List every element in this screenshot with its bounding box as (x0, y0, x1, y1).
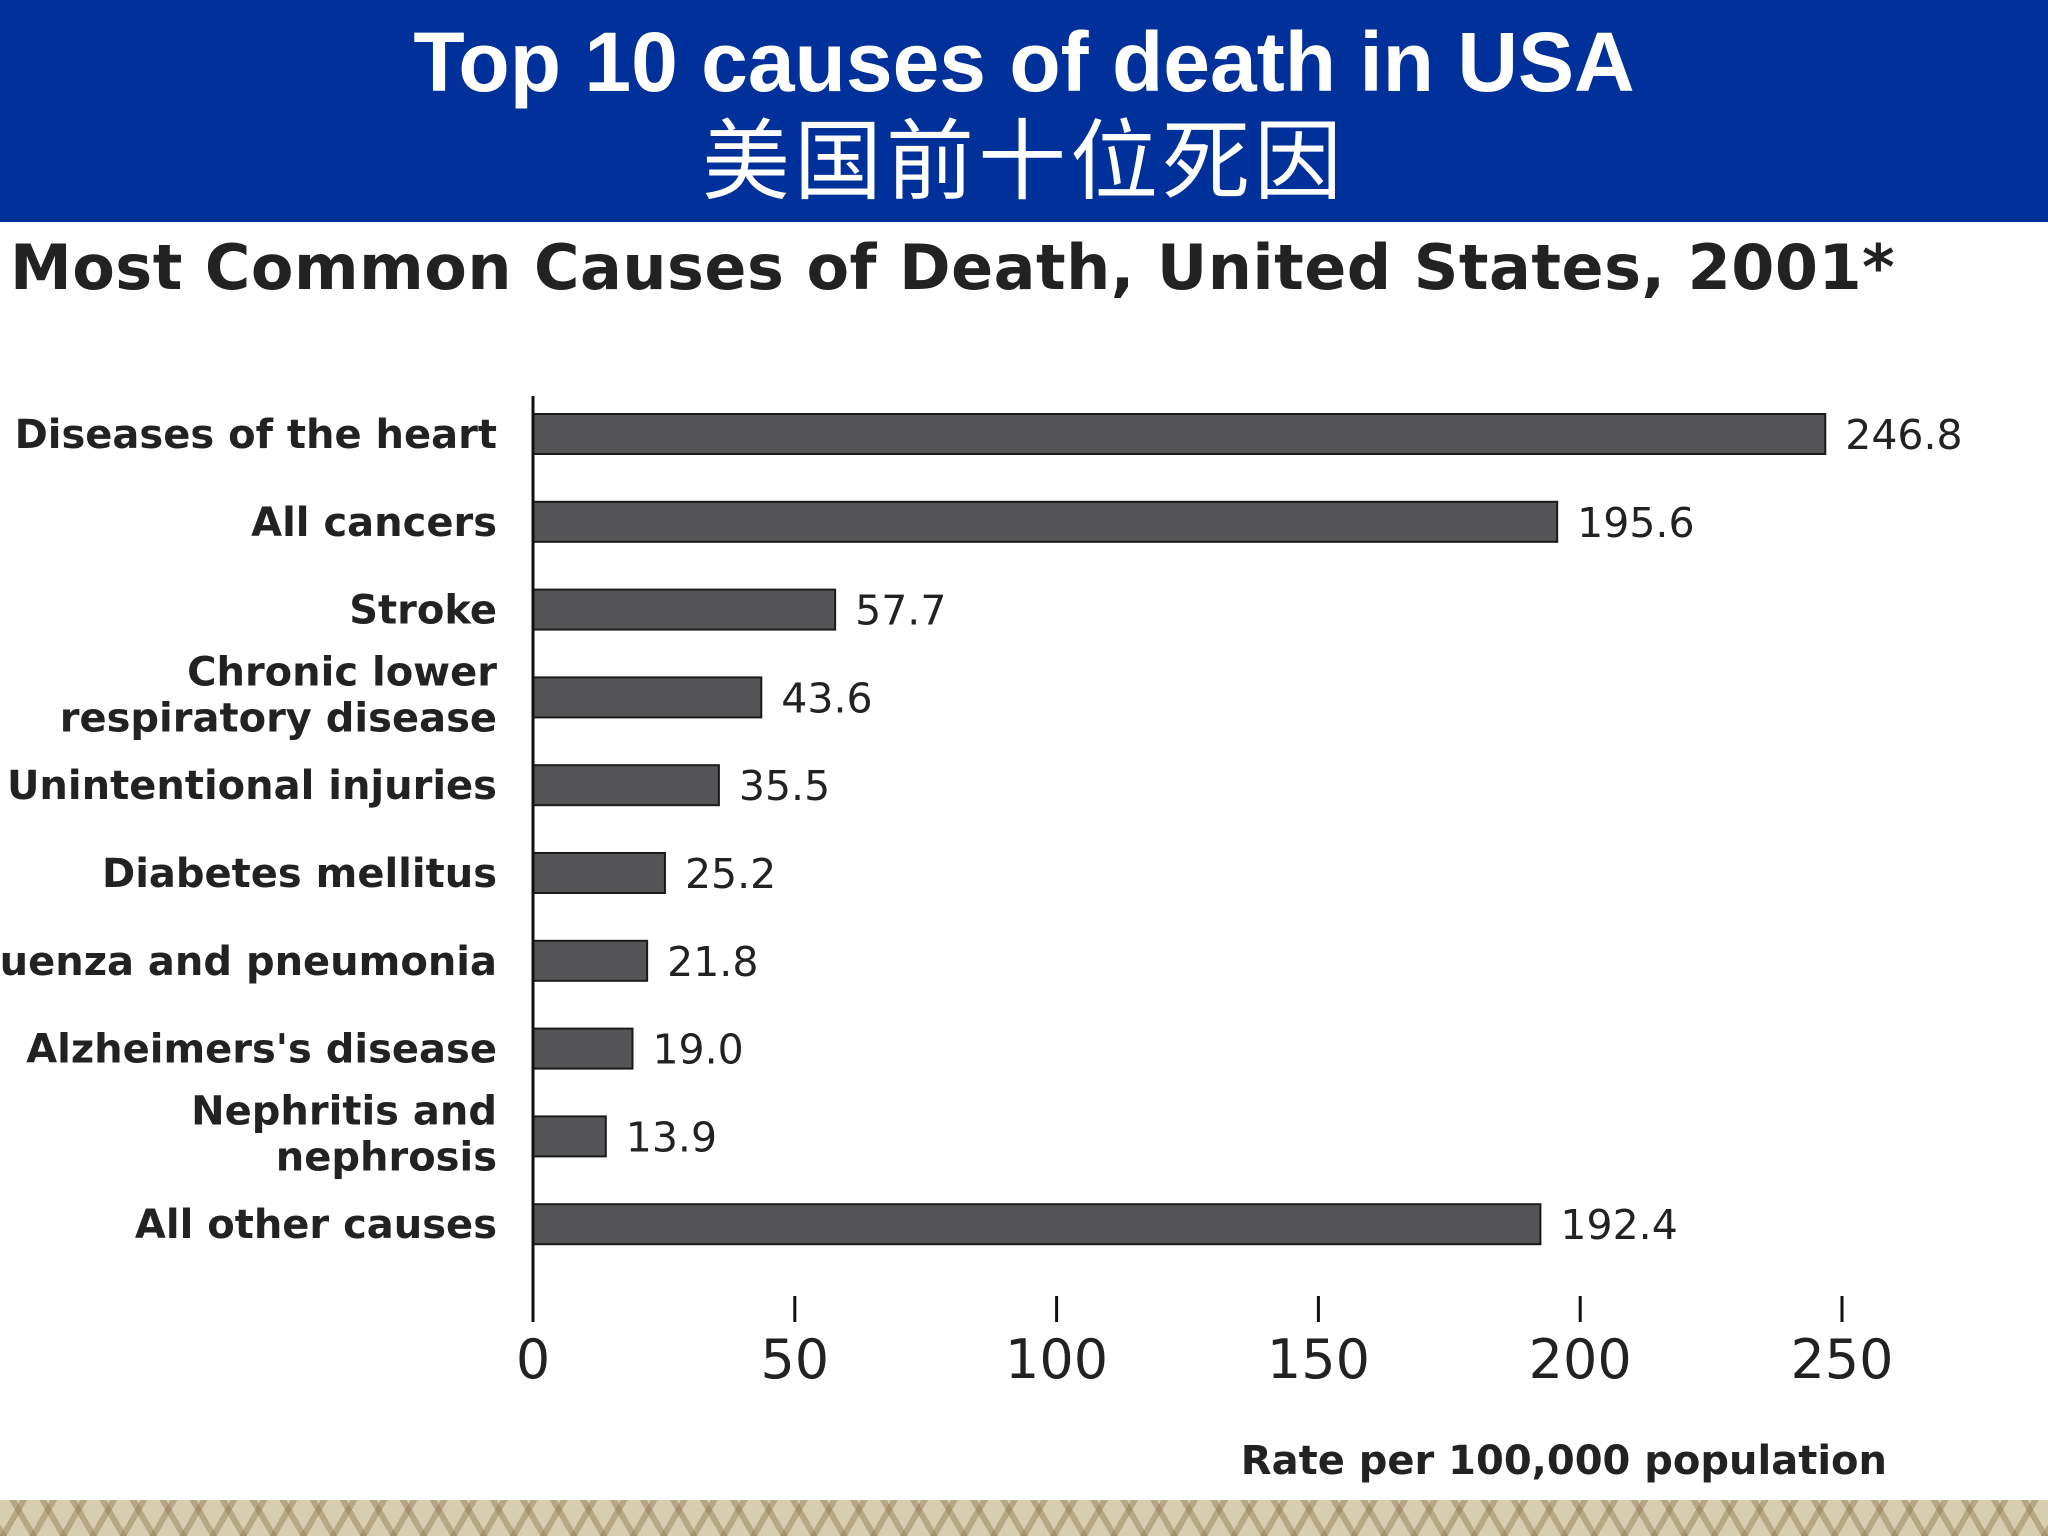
category-label: Stroke (349, 588, 497, 634)
x-tick-label: 0 (516, 1328, 550, 1391)
bar (532, 1027, 634, 1070)
category-label-line: Nephritis and (191, 1088, 497, 1134)
category-label-line: nephrosis (276, 1134, 497, 1180)
category-label: Nephritis and nephrosis (191, 1088, 497, 1180)
category-label-line: Diseases of the heart (15, 412, 497, 458)
category-label-line: Stroke (349, 588, 497, 634)
category-label-line: Diabetes mellitus (102, 851, 497, 897)
bar-value-label: 35.5 (739, 762, 830, 810)
bar (532, 1203, 1542, 1246)
bar-value-label: 19.0 (652, 1026, 743, 1074)
category-label: All cancers (251, 500, 497, 546)
x-tick-label: 250 (1790, 1328, 1893, 1391)
category-label-line: All cancers (251, 500, 497, 546)
category-label: Unintentional injuries (7, 763, 497, 809)
category-label-line: Unintentional injuries (7, 763, 497, 809)
x-tick-label: 50 (760, 1328, 829, 1391)
header-title-english: Top 10 causes of death in USA (413, 15, 1635, 109)
bar-value-label: 57.7 (855, 587, 946, 635)
x-tick-label: 100 (1005, 1328, 1108, 1391)
bar (532, 588, 837, 631)
category-label-line: Chronic lower (187, 649, 497, 695)
bar (532, 413, 1827, 455)
category-label-line: respiratory disease (60, 695, 497, 741)
x-axis-title: Rate per 100,000 population (1241, 1438, 1887, 1484)
header-band: Top 10 causes of death in USA 美国前十位死因 (0, 0, 2048, 222)
header-title-chinese: 美国前十位死因 (701, 110, 1346, 213)
x-tick-label: 150 (1267, 1328, 1370, 1391)
bar (532, 852, 666, 894)
bar (532, 676, 763, 719)
category-label-line: Influenza and pneumonia (0, 939, 497, 985)
bar (532, 764, 720, 807)
bar (532, 500, 1559, 543)
category-label: Chronic lower respiratory disease (60, 649, 498, 741)
decorative-footer-pattern (0, 1500, 2048, 1536)
bar-value-label: 25.2 (685, 850, 776, 898)
category-label: Diseases of the heart (15, 412, 497, 458)
bar-value-label: 195.6 (1577, 499, 1694, 547)
bar-chart: 246.8 Diseases of the heart 195.6 All cance… (0, 396, 1963, 1484)
category-label: Influenza and pneumonia (0, 939, 497, 985)
bars-layer: 246.8 Diseases of the heart 195.6 All cance… (0, 411, 1963, 1249)
bar-value-label: 13.9 (626, 1113, 717, 1161)
axis-layer: 0 50 100 150 200 250 Rate per 100,000 populati… (516, 396, 1894, 1484)
chart-title: Most Common Causes of Death, United Stat… (10, 231, 1896, 304)
category-label-line: All other causes (135, 1202, 497, 1248)
category-label-line: Alzheimers's disease (26, 1027, 497, 1073)
bar (532, 939, 649, 982)
category-label: Diabetes mellitus (102, 851, 497, 897)
bar-value-label: 246.8 (1845, 411, 1962, 459)
x-tick-label: 200 (1529, 1328, 1632, 1391)
category-label: Alzheimers's disease (26, 1027, 497, 1073)
bar-value-label: 21.8 (667, 938, 758, 986)
bar-value-label: 43.6 (781, 674, 872, 722)
bar-value-label: 192.4 (1560, 1201, 1677, 1249)
bar (532, 1115, 607, 1158)
category-label: All other causes (135, 1202, 497, 1248)
